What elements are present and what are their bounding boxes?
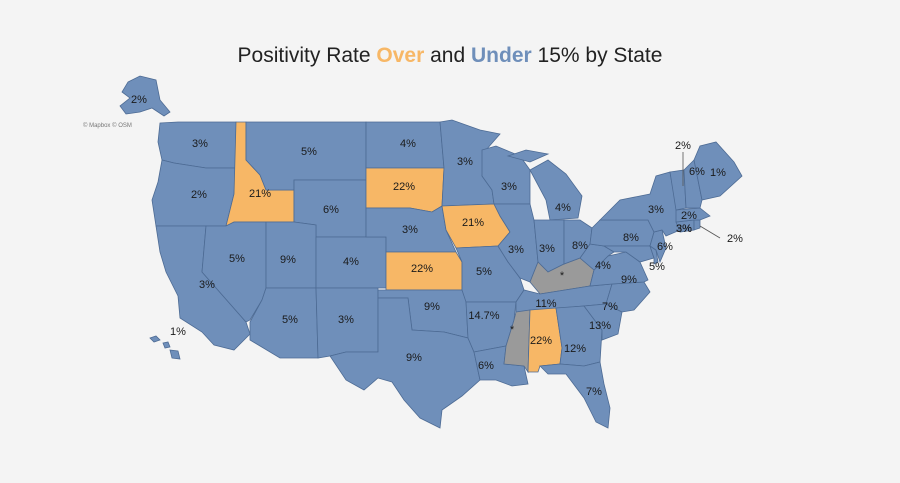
state-label-ma: 2% <box>681 210 697 222</box>
state-label-wy: 6% <box>323 204 339 216</box>
state-ME[interactable] <box>693 141 743 201</box>
state-label-sc: 13% <box>589 320 611 332</box>
state-label-fl: 7% <box>586 386 602 398</box>
state-label-ia: 21% <box>462 217 484 229</box>
title-prefix: Positivity Rate <box>237 44 377 67</box>
state-AK[interactable] <box>119 75 171 117</box>
state-label-tn: 11% <box>535 298 556 310</box>
state-label-sd: 22% <box>393 181 415 193</box>
state-label-ca: 3% <box>199 279 215 291</box>
state-label-az: 5% <box>282 314 298 326</box>
state-label-ny: 3% <box>648 204 664 216</box>
state-label-ri: 2% <box>727 233 743 245</box>
state-label-nm: 3% <box>338 314 354 326</box>
leader-line-ri <box>699 225 721 239</box>
state-label-ok: 9% <box>424 301 440 313</box>
state-label-ar: 14.7% <box>468 310 499 322</box>
state-label-pa: 8% <box>623 232 639 244</box>
state-label-md: 3% <box>676 223 692 235</box>
state-labels: 2%1%3%2%3%21%5%5%6%9%5%4%3%4%22%3%22%9%9… <box>131 94 743 398</box>
state-TX[interactable] <box>329 297 481 429</box>
state-label-ct: 3% <box>676 223 692 235</box>
state-label-mn: 3% <box>457 156 473 168</box>
state-label-de: 5% <box>649 261 665 273</box>
state-shapes <box>119 75 743 429</box>
title-middle: and <box>424 44 472 67</box>
state-label-wi: 3% <box>501 181 517 193</box>
state-label-ak: 2% <box>131 94 147 106</box>
state-label-or: 2% <box>191 189 207 201</box>
state-FL[interactable] <box>539 361 611 429</box>
state-label-il: 3% <box>508 244 524 256</box>
state-NH[interactable] <box>683 159 703 209</box>
leader-lines <box>682 152 721 239</box>
state-label-nj: 6% <box>657 241 673 253</box>
state-label-va: 9% <box>621 274 637 286</box>
state-label-hi: 1% <box>170 326 186 338</box>
state-label-nd: 4% <box>400 138 416 150</box>
state-label-wv: 4% <box>595 260 611 272</box>
state-label-mt: 5% <box>301 146 317 158</box>
state-label-mi: 4% <box>555 202 571 214</box>
state-label-al: 22% <box>530 335 552 347</box>
state-label-tx: 9% <box>406 352 422 364</box>
state-label-wa: 3% <box>192 138 208 150</box>
state-label-vt: 2% <box>675 140 691 152</box>
state-label-me: 1% <box>710 167 726 179</box>
state-label-mo: 5% <box>476 266 492 278</box>
state-label-ks: 22% <box>411 263 433 275</box>
state-label-nv: 5% <box>229 253 245 265</box>
state-label-oh: 8% <box>572 240 588 252</box>
state-VA[interactable] <box>589 251 649 287</box>
title-under-word: Under <box>471 44 532 67</box>
state-label-nh: 6% <box>689 166 705 178</box>
state-MI[interactable] <box>506 149 583 221</box>
state-label-ky: * <box>560 270 565 282</box>
state-label-co: 4% <box>343 256 359 268</box>
state-NE[interactable] <box>365 205 457 253</box>
state-label-la: 6% <box>478 360 494 372</box>
title-over-word: Over <box>376 44 425 67</box>
state-label-id: 21% <box>249 188 271 200</box>
state-label-ne: 3% <box>402 224 418 236</box>
map-attribution: © Mapbox © OSM <box>83 123 132 129</box>
state-label-in: 3% <box>539 243 555 255</box>
state-label-ut: 9% <box>280 254 296 266</box>
map-title: Positivity Rate Over and Under 15% by St… <box>0 44 900 68</box>
state-label-ga: 12% <box>564 343 586 355</box>
title-suffix: 15% by State <box>531 44 663 67</box>
state-label-nc: 7% <box>602 301 618 313</box>
state-PA[interactable] <box>589 219 655 247</box>
state-label-ms: * <box>510 324 515 336</box>
state-HI[interactable] <box>149 335 181 360</box>
